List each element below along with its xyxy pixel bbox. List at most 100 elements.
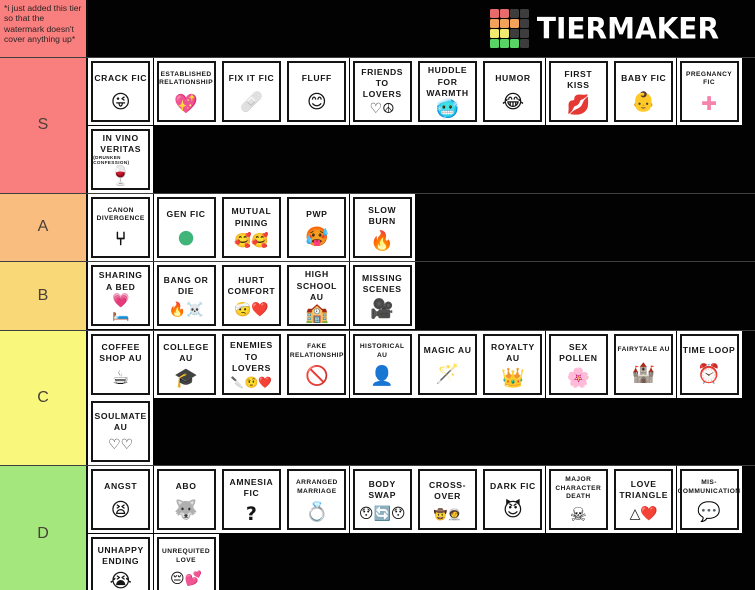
card-royalty-au[interactable]: ROYALTY AU 👑 xyxy=(483,333,543,395)
card-friends-to-lovers[interactable]: FRIENDS TO LOVERS ♡☮ xyxy=(352,61,412,123)
card-body-swap[interactable]: BODY SWAP 😯🔄😯 xyxy=(352,469,412,531)
card-time-loop[interactable]: TIME LOOP ⏰ xyxy=(679,333,739,395)
card-title: CROSS-OVER xyxy=(429,479,467,502)
cold-face-emoji: 🥶 xyxy=(435,97,460,120)
card-canon-divergence[interactable]: CANON DIVERGENCE ⑂ xyxy=(91,196,151,258)
card-title: BABY FIC xyxy=(621,72,667,83)
card-fix-it-fic[interactable]: FIX IT FIC 🩹 xyxy=(221,61,281,123)
watermark-note: *i just added this tier so that the wate… xyxy=(0,0,88,57)
linked-hearts-icon: ♡♡ xyxy=(108,437,134,454)
card-title: ENEMIES TO LOVERS xyxy=(229,340,273,373)
tier-items-b: SHARING A BED 💗 🛏️ BANG OR DIE 🔥☠️ HURT COMF… xyxy=(88,262,755,329)
card-title: ANGST xyxy=(104,481,138,492)
card-title: HIGH SCHOOL AU xyxy=(296,269,337,302)
swap-faces-emoji: 😯🔄😯 xyxy=(358,505,406,522)
card-in-vino-veritas[interactable]: IN VINO VERITAS (DRUNKEN CONFESSION) 🍷 xyxy=(91,128,151,190)
card-title: UNREQUITED LOVE xyxy=(162,548,211,564)
card-fairytale-au[interactable]: FAIRYTALE AU 🏰 xyxy=(614,333,674,395)
grid-cell xyxy=(509,9,519,18)
grid-cell xyxy=(489,29,499,38)
card-cross-over[interactable]: CROSS-OVER 🤠🧑‍🚀 xyxy=(418,469,478,531)
card-mis-communication[interactable]: MIS-COMMUNICATION 💬 xyxy=(678,469,740,531)
card-college-au[interactable]: COLLEGE AU 🎓 xyxy=(156,333,216,395)
question-mark-icon: ? xyxy=(245,502,257,525)
tiermaker-grid-icon xyxy=(489,9,529,48)
grid-cell xyxy=(509,29,519,38)
sad-hearts-face-emoji: 😔💕 xyxy=(170,571,203,588)
bandage-emoji: 🩹 xyxy=(239,90,264,113)
grid-cell xyxy=(499,9,509,18)
grid-cell xyxy=(519,39,529,48)
tier-row-s: S CRACK FIC 😜 ESTABLISHED RELATIONSHIP 💖 FIX … xyxy=(0,57,755,193)
card-title: BANG OR DIE xyxy=(163,274,209,296)
card-unrequited-love[interactable]: UNREQUITED LOVE 😔💕 xyxy=(156,536,216,590)
card-first-kiss[interactable]: FIRST KISS 💋 xyxy=(548,61,608,123)
wolf-emoji: 🐺 xyxy=(174,498,198,521)
card-slow-burn[interactable]: SLOW BURN 🔥 xyxy=(352,196,412,258)
card-unhappy-ending[interactable]: UNHAPPY ENDING 😭 xyxy=(91,536,151,590)
graduation-cap-emoji: 🎓 xyxy=(174,366,198,389)
card-established-relationship[interactable]: ESTABLISHED RELATIONSHIP 💖 xyxy=(156,61,216,123)
cameo-silhouette-icon: 👤 xyxy=(370,365,395,388)
grid-cell xyxy=(499,29,509,38)
card-soulmate-au[interactable]: SOULMATE AU ♡♡ xyxy=(91,401,151,463)
card-amnesia-fic[interactable]: AMNESIA FIC? xyxy=(221,469,281,531)
card-major-character-death[interactable]: MAJOR CHARACTER DEATH ☠ xyxy=(548,469,608,531)
grid-cell xyxy=(499,39,509,48)
card-humor[interactable]: HUMOR 😂 xyxy=(483,61,543,123)
card-angst[interactable]: ANGST 😫 xyxy=(91,469,151,531)
card-title: SLOW BURN xyxy=(368,204,397,226)
tiermaker-logo[interactable]: TIERMAKER xyxy=(489,9,719,48)
card-title: AMNESIA FIC xyxy=(229,477,274,499)
grid-cell xyxy=(519,9,529,18)
card-title: HISTORICAL AU xyxy=(359,343,405,359)
card-coffee-shop-au[interactable]: COFFEE SHOP AU ☕ xyxy=(91,333,151,395)
card-title: ROYALTY AU xyxy=(491,341,535,363)
card-bang-or-die[interactable]: BANG OR DIE 🔥☠️ xyxy=(156,265,216,327)
card-sex-pollen[interactable]: SEX POLLEN 🌸 xyxy=(548,333,608,395)
tiermaker-logo-text: TIERMAKER xyxy=(536,11,719,46)
card-title: FIX IT FIC xyxy=(228,72,275,83)
card-hurt-comfort[interactable]: HURT COMFORT 🤕❤️ xyxy=(221,265,281,327)
card-fluff[interactable]: FLUFF 😊 xyxy=(287,61,347,123)
card-sharing-a-bed[interactable]: SHARING A BED 💗 🛏️ xyxy=(91,265,151,327)
card-huddle-for-warmth[interactable]: HUDDLE FOR WARMTH 🥶 xyxy=(418,61,478,123)
card-crack-fic[interactable]: CRACK FIC 😜 xyxy=(91,61,151,123)
card-title: HUDDLE FOR WARMTH xyxy=(426,65,469,98)
card-arranged-marriage[interactable]: ARRANGED MARRIAGE 💍 xyxy=(287,469,347,531)
card-dark-fic[interactable]: DARK FIC 😈 xyxy=(483,469,543,531)
header: TIERMAKER xyxy=(88,0,755,57)
card-pregnancy-fic[interactable]: PREGNANCY FIC ✚ xyxy=(679,61,739,123)
tier-label-d: D xyxy=(0,466,88,590)
card-mutual-pining[interactable]: MUTUAL PINING 🥰🥰 xyxy=(221,196,281,258)
card-abo[interactable]: ABO 🐺 xyxy=(156,469,216,531)
pink-flower-emoji: 🌸 xyxy=(566,366,591,389)
card-gen-fic[interactable]: GEN FIC ● xyxy=(156,196,216,258)
card-love-triangle[interactable]: LOVE TRIANGLE △❤️ xyxy=(614,469,674,531)
sparkling-heart-emoji: 💖 xyxy=(174,92,198,115)
card-pwp[interactable]: PWP 🥵 xyxy=(287,196,347,258)
movie-camera-emoji: 🎥 xyxy=(370,298,395,321)
card-title: TIME LOOP xyxy=(682,345,736,356)
crown-emoji: 👑 xyxy=(501,366,525,389)
card-magic-au[interactable]: MAGIC AU 🪄 xyxy=(418,333,478,395)
tier-row-c: C COFFEE SHOP AU ☕ COLLEGE AU 🎓 ENEMIES TO LO… xyxy=(0,329,755,466)
card-title: ABO xyxy=(175,481,197,492)
card-title: SEX POLLEN xyxy=(559,341,598,363)
card-baby-fic[interactable]: BABY FIC 👶 xyxy=(614,61,674,123)
card-fake-relationship[interactable]: FAKE RELATIONSHIP 🚫 xyxy=(287,333,347,395)
tier-items-c: COFFEE SHOP AU ☕ COLLEGE AU 🎓 ENEMIES TO LOV… xyxy=(88,331,755,466)
card-title: DARK FIC xyxy=(490,481,536,492)
cowboy-astronaut-emoji: 🤠🧑‍🚀 xyxy=(433,507,462,521)
card-missing-scenes[interactable]: MISSING SCENES 🎥 xyxy=(352,265,412,327)
card-title: HURT COMFORT xyxy=(227,274,276,296)
card-high-school-au[interactable]: HIGH SCHOOL AU 🏫 xyxy=(287,265,347,327)
knife-face-heart-emoji: 🔪🤨❤️ xyxy=(230,375,272,389)
tier-label-s: S xyxy=(0,58,88,193)
card-enemies-to-lovers[interactable]: ENEMIES TO LOVERS 🔪🤨❤️ xyxy=(221,333,281,395)
card-subtitle: (DRUNKEN CONFESSION) xyxy=(93,155,130,166)
card-historical-au[interactable]: HISTORICAL AU 👤 xyxy=(352,333,412,395)
card-title: FRIENDS TO LOVERS xyxy=(361,66,404,100)
card-title: MAJOR CHARACTER DEATH xyxy=(555,476,602,501)
card-title: PWP xyxy=(306,208,328,219)
